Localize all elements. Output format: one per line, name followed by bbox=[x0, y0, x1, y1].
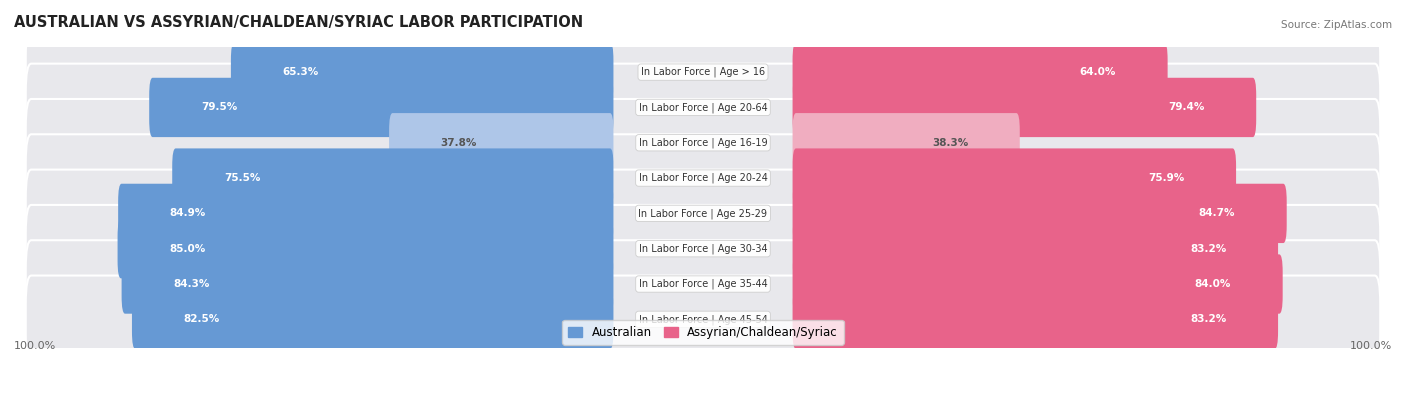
Text: Source: ZipAtlas.com: Source: ZipAtlas.com bbox=[1281, 20, 1392, 30]
Text: 84.3%: 84.3% bbox=[173, 279, 209, 289]
Text: 38.3%: 38.3% bbox=[932, 138, 969, 148]
FancyBboxPatch shape bbox=[118, 219, 613, 278]
FancyBboxPatch shape bbox=[118, 184, 613, 243]
FancyBboxPatch shape bbox=[793, 149, 1236, 208]
Text: In Labor Force | Age 25-29: In Labor Force | Age 25-29 bbox=[638, 208, 768, 219]
Text: 84.9%: 84.9% bbox=[170, 209, 207, 218]
FancyBboxPatch shape bbox=[25, 240, 1381, 328]
FancyBboxPatch shape bbox=[793, 113, 1019, 173]
Text: 79.5%: 79.5% bbox=[201, 102, 238, 113]
Text: In Labor Force | Age 45-54: In Labor Force | Age 45-54 bbox=[638, 314, 768, 325]
FancyBboxPatch shape bbox=[25, 28, 1381, 116]
Text: 84.0%: 84.0% bbox=[1195, 279, 1232, 289]
Text: 100.0%: 100.0% bbox=[14, 341, 56, 351]
FancyBboxPatch shape bbox=[793, 290, 1278, 349]
FancyBboxPatch shape bbox=[25, 205, 1381, 293]
Text: In Labor Force | Age 20-24: In Labor Force | Age 20-24 bbox=[638, 173, 768, 183]
FancyBboxPatch shape bbox=[25, 276, 1381, 363]
Text: In Labor Force | Age 20-64: In Labor Force | Age 20-64 bbox=[638, 102, 768, 113]
FancyBboxPatch shape bbox=[793, 219, 1278, 278]
Text: 83.2%: 83.2% bbox=[1189, 314, 1226, 324]
Text: 65.3%: 65.3% bbox=[283, 67, 319, 77]
FancyBboxPatch shape bbox=[25, 99, 1381, 186]
Text: 79.4%: 79.4% bbox=[1168, 102, 1205, 113]
FancyBboxPatch shape bbox=[25, 134, 1381, 222]
Legend: Australian, Assyrian/Chaldean/Syriac: Australian, Assyrian/Chaldean/Syriac bbox=[562, 320, 844, 345]
Text: 75.5%: 75.5% bbox=[224, 173, 260, 183]
FancyBboxPatch shape bbox=[25, 169, 1381, 257]
FancyBboxPatch shape bbox=[231, 42, 613, 102]
Text: 85.0%: 85.0% bbox=[169, 244, 205, 254]
FancyBboxPatch shape bbox=[132, 290, 613, 349]
FancyBboxPatch shape bbox=[149, 78, 613, 137]
Text: AUSTRALIAN VS ASSYRIAN/CHALDEAN/SYRIAC LABOR PARTICIPATION: AUSTRALIAN VS ASSYRIAN/CHALDEAN/SYRIAC L… bbox=[14, 15, 583, 30]
FancyBboxPatch shape bbox=[389, 113, 613, 173]
FancyBboxPatch shape bbox=[793, 184, 1286, 243]
FancyBboxPatch shape bbox=[793, 78, 1256, 137]
Text: In Labor Force | Age 35-44: In Labor Force | Age 35-44 bbox=[638, 279, 768, 289]
Text: In Labor Force | Age > 16: In Labor Force | Age > 16 bbox=[641, 67, 765, 77]
FancyBboxPatch shape bbox=[793, 42, 1167, 102]
Text: 64.0%: 64.0% bbox=[1080, 67, 1116, 77]
Text: 82.5%: 82.5% bbox=[184, 314, 219, 324]
FancyBboxPatch shape bbox=[25, 64, 1381, 151]
Text: 100.0%: 100.0% bbox=[1350, 341, 1392, 351]
Text: 84.7%: 84.7% bbox=[1198, 209, 1234, 218]
Text: 83.2%: 83.2% bbox=[1189, 244, 1226, 254]
Text: 37.8%: 37.8% bbox=[440, 138, 477, 148]
Text: In Labor Force | Age 16-19: In Labor Force | Age 16-19 bbox=[638, 137, 768, 148]
FancyBboxPatch shape bbox=[121, 254, 613, 314]
Text: 75.9%: 75.9% bbox=[1149, 173, 1184, 183]
FancyBboxPatch shape bbox=[172, 149, 613, 208]
FancyBboxPatch shape bbox=[793, 254, 1282, 314]
Text: In Labor Force | Age 30-34: In Labor Force | Age 30-34 bbox=[638, 243, 768, 254]
